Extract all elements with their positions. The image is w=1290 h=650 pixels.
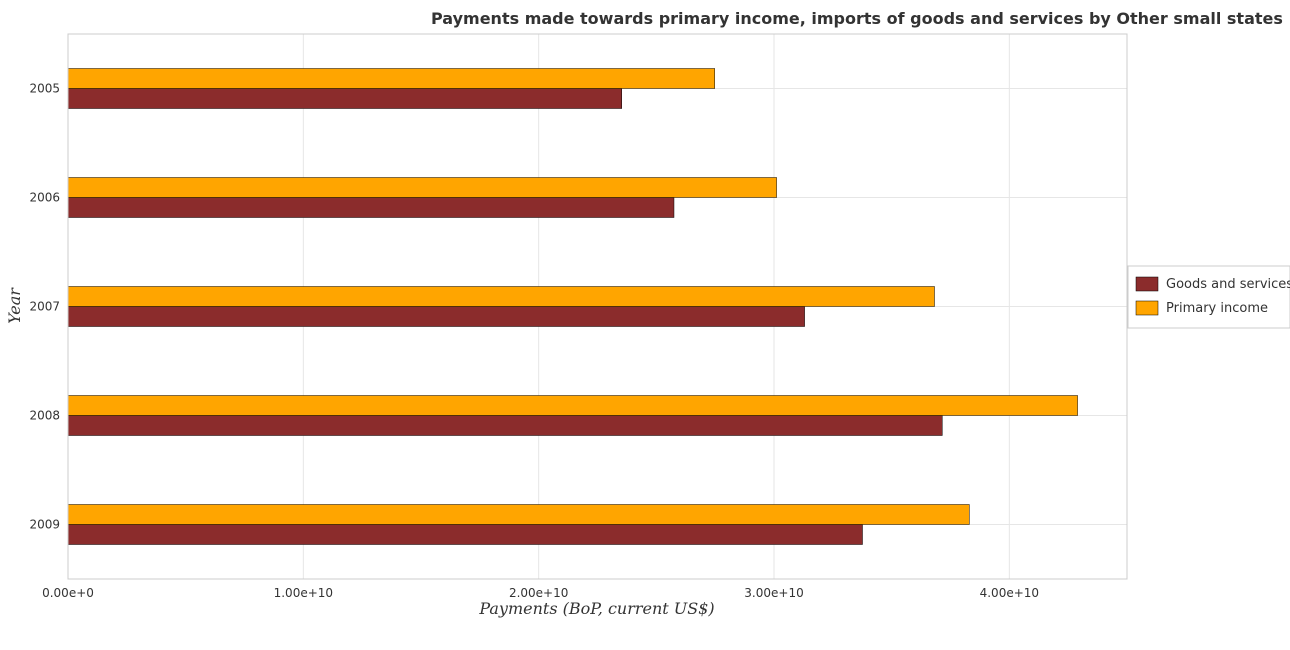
bar-goods-and-services	[67, 524, 863, 545]
bar-primary-income	[67, 395, 1078, 416]
y-tick-label: 2009	[29, 518, 60, 532]
bar-goods-and-services	[67, 197, 675, 218]
bar-primary-income	[67, 68, 715, 89]
x-axis-label: Payments (BoP, current US$)	[478, 599, 714, 618]
bar-primary-income	[67, 504, 970, 525]
bar-primary-income	[67, 177, 777, 198]
y-tick-label: 2005	[29, 82, 60, 96]
bar-primary-income	[67, 286, 935, 307]
x-tick-label: 1.00e+10	[274, 586, 333, 600]
y-tick-label: 2007	[29, 300, 60, 314]
y-tick-label: 2006	[29, 191, 60, 205]
legend-box	[1127, 265, 1290, 329]
legend-swatch-goods	[1135, 276, 1159, 292]
legend: Goods and services Primary income	[1127, 265, 1290, 329]
bars	[67, 68, 1078, 545]
legend-label-goods: Goods and services	[1166, 277, 1290, 292]
y-axis-label: Year	[5, 287, 24, 324]
x-tick-label: 2.00e+10	[509, 586, 568, 600]
bar-goods-and-services	[67, 306, 805, 327]
bar-goods-and-services	[67, 88, 622, 109]
x-tick-label: 4.00e+10	[980, 586, 1039, 600]
legend-label-primary: Primary income	[1166, 301, 1268, 316]
bar-goods-and-services	[67, 415, 943, 436]
chart-title: Payments made towards primary income, im…	[431, 9, 1283, 28]
y-axis-ticks: 2005 2006 2007 2008 2009	[29, 82, 60, 532]
x-axis-ticks: 0.00e+0 1.00e+10 2.00e+10 3.00e+10 4.00e+10	[42, 586, 1039, 600]
plot-frame	[67, 33, 1128, 580]
x-tick-label: 3.00e+10	[744, 586, 803, 600]
y-tick-label: 2008	[29, 409, 60, 423]
x-tick-label: 0.00e+0	[42, 586, 94, 600]
legend-swatch-primary	[1135, 300, 1159, 316]
